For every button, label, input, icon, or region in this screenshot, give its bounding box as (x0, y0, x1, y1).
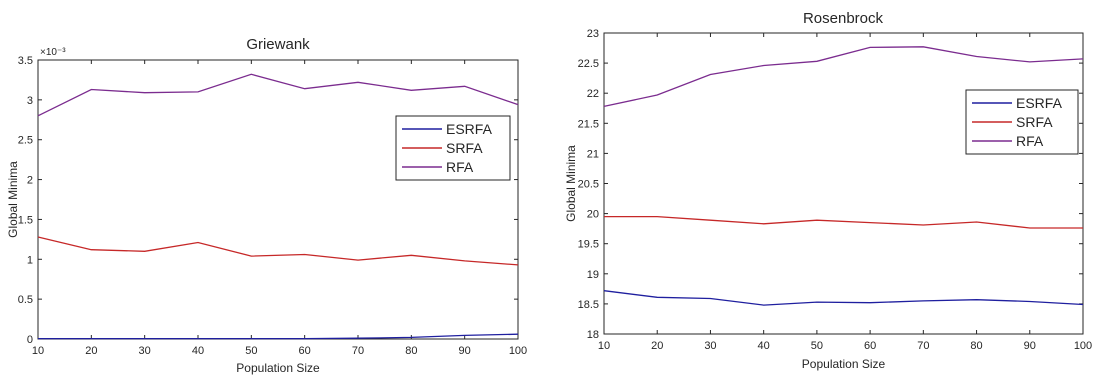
x-tick-label: 60 (864, 340, 876, 352)
x-tick-label: 40 (192, 345, 204, 357)
y-tick-label: 19.5 (578, 239, 599, 251)
x-tick-label: 50 (811, 340, 823, 352)
series-line-rfa (603, 46, 1084, 108)
plot-area-frame (603, 32, 1084, 335)
x-tick-label: 100 (1074, 340, 1092, 352)
y-tick-label: 19 (587, 269, 599, 281)
x-tick-label: 30 (139, 345, 151, 357)
legend-label-rfa: RFA (446, 159, 474, 175)
x-tick-label: 20 (651, 340, 663, 352)
series-line-rfa (37, 73, 519, 117)
y-tick-label: 18.5 (578, 299, 599, 311)
legend-label-srfa: SRFA (1016, 114, 1053, 130)
x-tick-label: 40 (758, 340, 770, 352)
x-tick-label: 10 (32, 345, 44, 357)
legend-label-esrfa: ESRFA (446, 121, 493, 137)
x-tick-label: 80 (970, 340, 982, 352)
chart-title: Griewank (246, 36, 310, 53)
x-tick-label: 90 (1024, 340, 1036, 352)
y-tick-label: 20 (587, 209, 599, 221)
legend-label-rfa: RFA (1016, 133, 1044, 149)
series-line-esrfa (38, 333, 519, 340)
x-tick-label: 90 (459, 345, 471, 357)
y-tick-label: 23 (587, 28, 599, 40)
plot-area-frame (37, 59, 519, 340)
y-axis-label: Global Minima (6, 161, 20, 238)
y-tick-label: 18 (587, 329, 599, 341)
series-line-esrfa (603, 290, 1084, 306)
y-tick-label: 1 (27, 254, 33, 266)
x-tick-label: 30 (704, 340, 716, 352)
y-exponent-label: ×10⁻³ (40, 47, 66, 58)
y-tick-label: 22 (587, 88, 599, 100)
x-axis-label: Population Size (802, 357, 886, 371)
x-axis-label: Population Size (236, 361, 320, 375)
x-tick-label: 50 (245, 345, 257, 357)
series-line-srfa (604, 215, 1083, 229)
x-tick-label: 100 (509, 345, 527, 357)
x-tick-label: 60 (299, 345, 311, 357)
x-tick-label: 10 (598, 340, 610, 352)
x-tick-label: 70 (352, 345, 364, 357)
x-tick-label: 20 (85, 345, 97, 357)
y-tick-label: 3.5 (18, 55, 33, 67)
y-tick-label: 22.5 (578, 58, 599, 70)
legend-label-esrfa: ESRFA (1016, 95, 1063, 111)
legend-label-srfa: SRFA (446, 140, 483, 156)
y-tick-label: 2.5 (18, 135, 33, 147)
y-tick-label: 0 (27, 334, 33, 346)
y-tick-label: 1.5 (18, 214, 33, 226)
y-tick-label: 20.5 (578, 179, 599, 191)
y-tick-label: 0.5 (18, 294, 33, 306)
y-tick-label: 21.5 (578, 118, 599, 130)
y-axis-label: Global Minima (564, 145, 578, 222)
series-line-srfa (37, 236, 519, 266)
x-tick-label: 70 (917, 340, 929, 352)
griewank-chart: 10 20 30 40 50 60 70 80 90 100 0 0.5 1 1.5 2 2.5 3 3.5 ×10… (6, 36, 527, 375)
legend: ESRFA SRFA RFA (395, 115, 511, 181)
chart-title: Rosenbrock (803, 10, 884, 27)
y-tick-label: 3 (27, 95, 33, 107)
y-tick-label: 21 (587, 148, 599, 160)
x-tick-label: 80 (405, 345, 417, 357)
y-tick-label: 2 (27, 175, 33, 187)
rosenbrock-chart: 10 20 30 40 50 60 70 80 90 100 18 18.5 19 19.5 20 20.5 2… (564, 10, 1092, 371)
legend: ESRFA SRFA RFA (965, 89, 1079, 155)
legend-box (965, 89, 1079, 155)
